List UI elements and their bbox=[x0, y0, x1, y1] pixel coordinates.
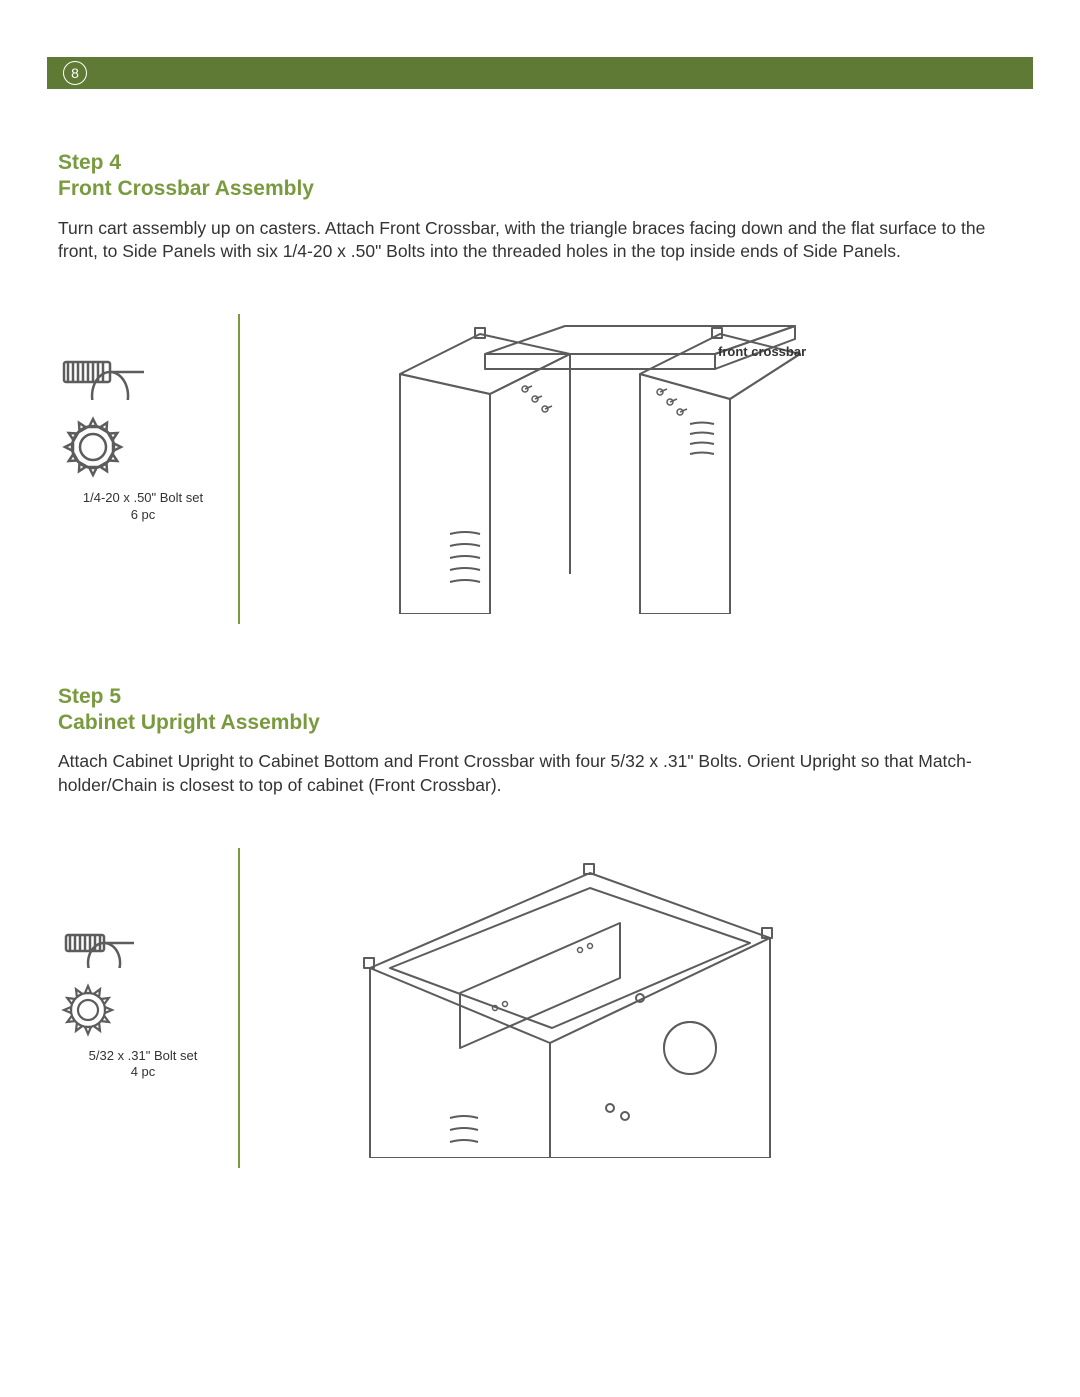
washer-icon bbox=[58, 412, 128, 482]
step-4: Step 4 Front Crossbar Assembly Turn cart… bbox=[58, 150, 1022, 624]
hardware-line1: 1/4-20 x .50" Bolt set bbox=[83, 490, 203, 505]
step-title: Front Crossbar Assembly bbox=[58, 177, 314, 200]
step-5-body: Attach Cabinet Upright to Cabinet Bottom… bbox=[58, 750, 1022, 797]
page-number: 8 bbox=[71, 65, 79, 81]
vertical-divider bbox=[238, 314, 240, 624]
hardware-line2: 6 pc bbox=[131, 507, 156, 522]
step-4-heading: Step 4 Front Crossbar Assembly bbox=[58, 150, 1022, 203]
cabinet-diagram-step5 bbox=[260, 848, 820, 1158]
step-5-hardware: 5/32 x .31" Bolt set 4 pc bbox=[58, 848, 228, 1168]
step-number: Step 4 bbox=[58, 151, 121, 174]
hardware-label: 5/32 x .31" Bolt set 4 pc bbox=[58, 1048, 228, 1082]
step-5: Step 5 Cabinet Upright Assembly Attach C… bbox=[58, 684, 1022, 1168]
bolt-icon bbox=[58, 918, 148, 968]
step-4-body: Turn cart assembly up on casters. Attach… bbox=[58, 217, 1022, 264]
page-number-badge: 8 bbox=[63, 61, 87, 85]
bolt-icon bbox=[58, 344, 148, 400]
step-4-diagram: front crossbar bbox=[260, 314, 1022, 624]
hardware-line1: 5/32 x .31" Bolt set bbox=[89, 1048, 198, 1063]
hardware-line2: 4 pc bbox=[131, 1064, 156, 1079]
step-number: Step 5 bbox=[58, 685, 121, 708]
page-header-bar: 8 bbox=[47, 57, 1033, 89]
step-title: Cabinet Upright Assembly bbox=[58, 711, 320, 734]
step-5-diagram bbox=[260, 848, 1022, 1168]
page-content: Step 4 Front Crossbar Assembly Turn cart… bbox=[58, 150, 1022, 1228]
step-5-figure: 5/32 x .31" Bolt set 4 pc bbox=[58, 848, 1022, 1168]
washer-icon bbox=[58, 980, 118, 1040]
step-4-figure: 1/4-20 x .50" Bolt set 6 pc front crossb… bbox=[58, 314, 1022, 624]
callout-front-crossbar: front crossbar bbox=[718, 344, 806, 359]
step-4-hardware: 1/4-20 x .50" Bolt set 6 pc bbox=[58, 314, 228, 624]
vertical-divider bbox=[238, 848, 240, 1168]
step-5-heading: Step 5 Cabinet Upright Assembly bbox=[58, 684, 1022, 737]
cabinet-diagram-step4 bbox=[260, 314, 820, 614]
hardware-label: 1/4-20 x .50" Bolt set 6 pc bbox=[58, 490, 228, 524]
